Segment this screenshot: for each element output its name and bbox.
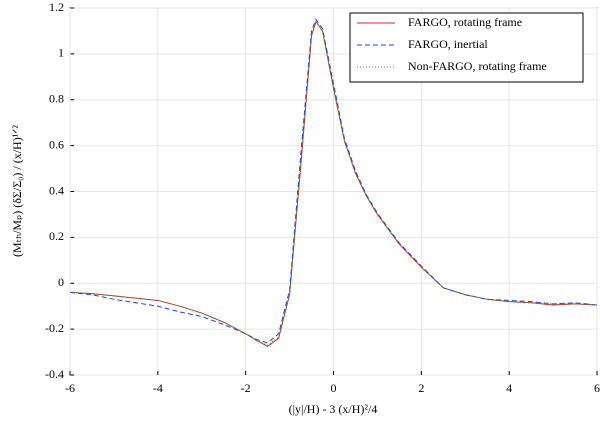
y-tick-label: 1 [58,46,64,60]
x-tick-label: 4 [506,381,512,395]
y-tick-label: 0.8 [49,92,64,106]
y-tick-label: 0.2 [49,229,64,243]
data-line [69,20,598,346]
x-tick-label: 2 [418,381,424,395]
y-axis-label: (Mₜₕ/Mₚ) (δΣ/Σ₀) / (x/H)¹ᐟ² [10,125,24,257]
legend-label: FARGO, inertial [408,37,488,51]
x-tick-label: 6 [594,381,600,395]
x-tick-label: 0 [331,381,337,395]
y-tick-label: -0.2 [45,321,64,335]
y-tick-label: 0.4 [49,183,64,197]
legend-label: Non-FARGO, rotating frame [408,59,547,73]
x-tick-label: -4 [153,381,163,395]
y-tick-label: 0 [58,275,64,289]
y-tick-label: -0.4 [45,367,64,381]
y-tick-label: 1.2 [49,0,64,14]
x-tick-label: -6 [65,381,75,395]
x-tick-label: -2 [241,381,251,395]
legend-label: FARGO, rotating frame [408,15,522,29]
data-line [69,18,598,344]
y-tick-label: 0.6 [49,137,64,151]
legend-box [349,12,584,83]
x-axis-label: (|y|/H) - 3 (x/H)²/4 [289,402,378,416]
